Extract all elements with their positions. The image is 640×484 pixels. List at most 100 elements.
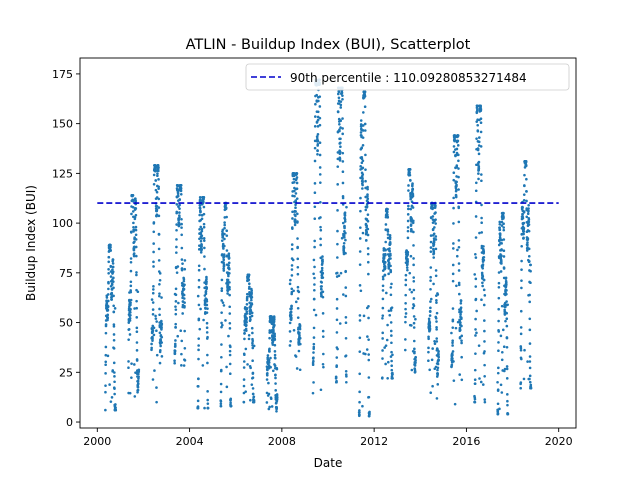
data-point <box>274 356 277 360</box>
data-point <box>473 368 477 372</box>
legend-box <box>245 63 570 91</box>
data-point <box>365 348 369 351</box>
data-point <box>455 284 458 288</box>
data-point <box>500 220 504 224</box>
data-point <box>429 216 433 220</box>
data-point <box>525 207 528 210</box>
data-point <box>242 378 246 381</box>
data-point <box>153 369 156 372</box>
data-point <box>155 190 159 194</box>
data-point <box>298 327 302 331</box>
data-point <box>432 232 436 236</box>
data-point <box>226 292 229 295</box>
data-point <box>337 274 341 277</box>
data-point <box>227 252 231 256</box>
data-point <box>344 231 347 235</box>
data-point <box>528 374 532 378</box>
data-point <box>505 300 508 303</box>
data-point <box>367 305 370 308</box>
data-point <box>414 360 417 364</box>
data-point <box>496 371 500 375</box>
data-point <box>451 263 455 267</box>
data-point <box>219 400 223 403</box>
data-point <box>526 360 529 363</box>
data-point <box>411 182 414 185</box>
data-point <box>249 318 252 321</box>
data-point <box>413 369 417 373</box>
data-point <box>500 248 503 251</box>
x-tick-label: 2020 <box>545 435 573 448</box>
data-point <box>320 268 324 272</box>
data-point <box>199 225 203 229</box>
data-point <box>386 360 390 364</box>
data-point <box>157 259 161 262</box>
data-point <box>412 244 415 247</box>
data-point <box>228 372 232 376</box>
data-point <box>269 356 272 360</box>
data-point <box>154 166 157 169</box>
data-point <box>202 239 206 242</box>
data-point <box>520 279 523 282</box>
data-point <box>318 166 322 169</box>
data-point <box>197 348 200 352</box>
data-point <box>227 274 230 278</box>
data-point <box>245 302 249 306</box>
data-point <box>151 337 154 341</box>
data-point <box>406 207 410 211</box>
data-point <box>358 314 362 317</box>
data-point <box>429 275 432 279</box>
data-point <box>458 292 461 296</box>
data-point <box>298 334 301 338</box>
data-point <box>294 214 297 218</box>
data-point <box>505 283 508 287</box>
data-point <box>275 398 279 401</box>
data-point <box>273 350 277 353</box>
data-point <box>136 390 139 394</box>
data-point <box>111 258 115 261</box>
data-point <box>290 268 294 271</box>
data-point <box>474 317 477 321</box>
data-point <box>358 350 362 353</box>
data-point <box>339 106 343 109</box>
data-point <box>229 345 232 349</box>
data-point <box>228 362 232 366</box>
data-point <box>293 189 296 193</box>
data-point <box>158 292 161 295</box>
data-point <box>104 353 108 357</box>
data-point <box>406 259 410 263</box>
data-point <box>228 293 231 297</box>
data-point <box>107 287 110 291</box>
data-point <box>181 262 184 265</box>
data-point <box>338 322 342 325</box>
data-point <box>219 382 223 386</box>
data-point <box>173 359 176 362</box>
data-point <box>202 212 206 216</box>
data-point <box>205 286 209 289</box>
data-point <box>428 325 432 328</box>
data-point <box>361 159 365 163</box>
data-point <box>313 283 316 286</box>
data-point <box>519 381 523 384</box>
data-point <box>275 367 279 371</box>
data-point <box>223 221 226 224</box>
y-tick-label: 75 <box>59 267 73 280</box>
data-point <box>522 221 526 225</box>
data-point <box>220 343 223 346</box>
data-point <box>387 272 390 276</box>
data-point <box>451 339 454 343</box>
data-point <box>474 256 478 259</box>
data-point <box>198 207 202 210</box>
data-point <box>104 390 107 394</box>
data-point <box>414 317 417 321</box>
data-point <box>270 316 274 319</box>
data-point <box>206 390 209 393</box>
data-point <box>408 173 412 177</box>
data-point <box>528 260 531 263</box>
data-point <box>455 164 459 167</box>
data-point <box>113 307 117 310</box>
data-point <box>179 184 183 187</box>
data-point <box>197 268 201 272</box>
data-point <box>528 342 532 345</box>
data-point <box>384 253 387 257</box>
